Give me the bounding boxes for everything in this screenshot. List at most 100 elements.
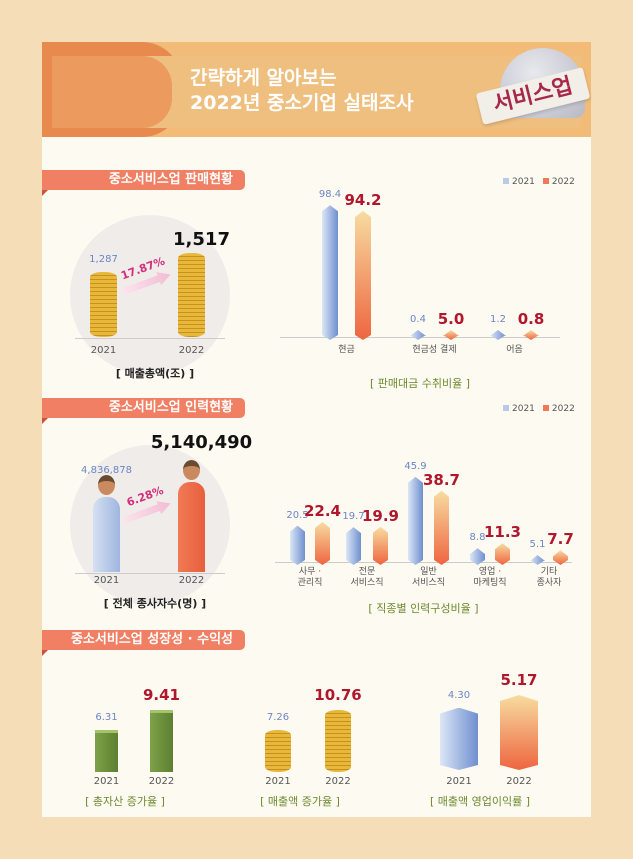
year-label: 2022 [148,776,175,787]
bar-2021 [95,730,118,772]
baseline [75,573,225,574]
data-label: 5.1 [529,539,546,550]
data-label: 19.7 [342,511,365,523]
legend-label-2022: 2022 [551,177,575,187]
category-label: 사무 · 관리직 [280,567,340,589]
bar-2022 [500,695,538,770]
bar-2021-현금 [322,205,338,340]
bar-2022-영업 · 마케팅직 [495,543,510,565]
chart-title: [ 매출액 증가율 ] [260,795,340,808]
header-title-line2: 2022년 중소기업 실태조사 [190,92,414,114]
data-label: 98.4 [318,189,342,201]
legend-label-2021: 2021 [512,177,535,187]
data-label: 38.7 [422,470,460,489]
legend-swatch-2022 [542,178,549,184]
bar-2021-어음 [490,330,506,340]
chart-title: [ 매출총액(조) ] [115,367,195,380]
legend-label-2022: 2022 [551,404,575,414]
bar-2021-현금성 결제 [410,330,426,340]
category-label: 현금 [317,345,377,356]
bar-2021 [93,497,120,572]
category-label-line: 전문 [358,567,376,577]
bar-2021-영업 · 마케팅직 [470,548,485,565]
data-label: 20.5 [286,509,309,521]
bar-2022-일반 서비스직 [434,491,449,565]
data-label: 1,287 [89,254,118,265]
legend: 2021 2022 [495,404,575,414]
baseline [275,562,572,563]
category-label-line: 종사자 [536,578,562,588]
data-label: 4.30 [447,689,471,701]
year-label: 2021 [93,776,120,787]
bar-2022 [178,481,205,572]
data-label: 1,517 [173,228,230,250]
category-label: 기타 종사자 [519,567,579,589]
category-label-line: 어음 [506,345,523,355]
category-label-line: 서비스직 [350,578,384,588]
bar-2021-전문 서비스직 [346,527,361,565]
bar-2021 [265,729,291,772]
category-label: 전문 서비스직 [337,567,397,589]
bar-2022-기타 종사자 [553,550,568,565]
bar-2021-사무 · 관리직 [290,526,305,565]
category-label-line: 서비스직 [411,578,446,588]
year-label: 2022 [178,345,205,356]
year-label: 2022 [178,575,205,586]
person-head-icon [98,475,115,495]
data-label: 10.76 [314,685,362,704]
category-label-line: 영업 · [478,567,502,577]
category-label-line: 관리직 [297,578,323,588]
bar-2021-기타 종사자 [530,555,545,565]
data-label: 5.0 [437,310,465,328]
data-label: 11.3 [483,523,521,542]
data-label: 45.9 [404,460,427,472]
data-label: 7.7 [547,530,574,549]
data-label: 5.17 [500,671,538,690]
category-label-line: 기타 [540,567,558,577]
data-label: 7.26 [266,711,290,723]
year-label: 2021 [265,776,291,787]
bar-2022-현금성 결제 [443,330,459,340]
legend-swatch-2021 [503,405,509,411]
data-label: 22.4 [303,501,341,520]
legend-swatch-2021 [503,178,509,184]
category-label-line: 현금 [338,345,355,355]
category-label: 어음 [485,345,545,356]
category-label-line: 현금성 결제 [412,345,457,355]
person-head-icon [183,459,200,480]
category-label-line: 마케팅직 [473,578,507,588]
bar-2021 [440,708,478,770]
header-title-line1: 간략하게 알아보는 [190,67,337,89]
bar-2022 [178,252,205,337]
data-label: 8.8 [469,532,486,544]
data-label: 1.2 [490,314,506,325]
data-label: 6.31 [95,712,118,724]
category-label: 일반 서비스직 [399,567,459,589]
data-label: 0.4 [410,314,426,325]
year-label: 2021 [93,575,120,586]
bar-2022 [325,709,351,772]
baseline [75,338,225,339]
section-title-workforce: 중소서비스업 인력현황 [42,398,245,424]
legend-label-2021: 2021 [512,404,535,414]
year-label: 2021 [90,345,117,356]
section-title-growth: 중소서비스업 성장성 · 수익성 [42,630,245,656]
category-label: 현금성 결제 [405,345,465,356]
data-label: 94.2 [344,190,382,209]
bar-2022-전문 서비스직 [373,527,388,565]
year-label: 2022 [325,776,351,787]
data-label: 19.9 [361,506,399,525]
bar-2022-어음 [523,330,539,340]
chart-title: [ 총자산 증가율 ] [85,795,165,808]
chart-title: [ 판매대금 수취비율 ] [369,377,471,390]
chart-title: [ 직종별 인력구성비율 ] [368,602,479,615]
legend: 2021 2022 [495,177,575,187]
bar-2021 [90,272,117,337]
data-label: 5,140,490 [150,431,253,453]
data-label: 0.8 [517,310,545,328]
year-label: 2021 [446,776,472,787]
category-label-line: 사무 · [298,567,322,577]
chart-title: [ 매출액 영업이익률 ] [429,795,531,808]
bar-2022-사무 · 관리직 [315,522,330,565]
data-label: 9.41 [142,685,180,704]
